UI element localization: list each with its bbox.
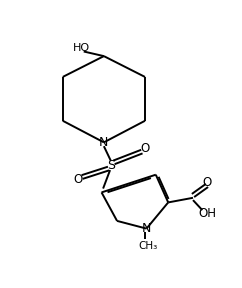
Text: O: O: [202, 176, 212, 189]
Text: O: O: [74, 173, 83, 186]
Text: N: N: [142, 222, 151, 235]
Text: N: N: [99, 136, 109, 149]
Text: O: O: [140, 142, 150, 155]
Text: HO: HO: [73, 43, 90, 53]
Text: OH: OH: [198, 207, 216, 220]
Text: S: S: [108, 159, 116, 172]
Text: CH₃: CH₃: [138, 241, 158, 251]
